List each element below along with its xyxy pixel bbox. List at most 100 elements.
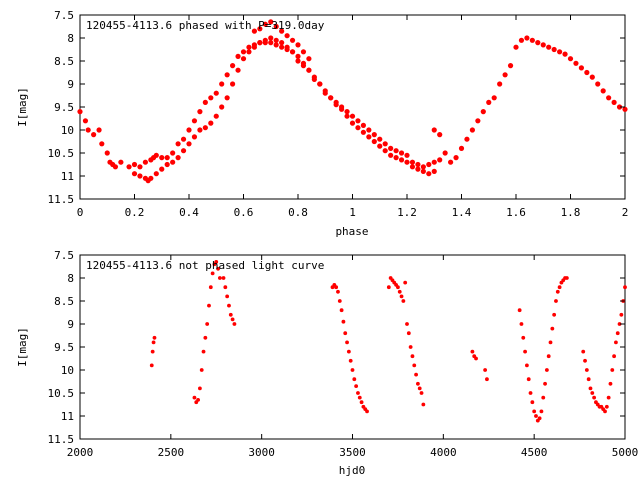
data-point-unphased xyxy=(532,409,537,414)
data-point-phased xyxy=(257,26,263,32)
y-tick-label: 10 xyxy=(61,124,74,137)
data-point-phased xyxy=(431,159,437,165)
data-point-unphased xyxy=(584,368,589,372)
data-point-unphased xyxy=(546,354,551,359)
data-point-phased xyxy=(578,65,585,71)
data-point-phased xyxy=(393,148,399,154)
data-point-phased xyxy=(344,113,350,119)
data-point-unphased xyxy=(537,416,542,421)
data-point-phased xyxy=(398,157,405,163)
data-point-phased xyxy=(431,127,437,133)
data-point-unphased xyxy=(421,402,426,407)
data-point-phased xyxy=(180,148,187,154)
y-tick-label: 8 xyxy=(67,32,74,45)
y-axis-ticks-unphased: 7.5 8 8.5 9 9.5 10 10.5 11 11.5 xyxy=(48,249,625,446)
data-point-phased xyxy=(611,99,617,105)
y-tick-label: 11 xyxy=(61,410,74,423)
data-point-phased xyxy=(208,120,214,126)
data-point-unphased xyxy=(334,285,339,290)
data-point-phased xyxy=(112,164,119,170)
data-point-phased xyxy=(393,155,399,161)
data-point-phased xyxy=(159,166,165,172)
data-point-phased xyxy=(442,150,448,156)
data-point-phased xyxy=(333,102,339,108)
data-point-phased xyxy=(273,37,279,43)
data-point-phased xyxy=(535,40,541,46)
data-point-unphased xyxy=(341,319,346,324)
data-point-unphased xyxy=(526,377,531,382)
data-point-phased xyxy=(398,150,405,156)
y-tick-label: 11.5 xyxy=(48,433,75,446)
data-point-unphased xyxy=(150,349,155,354)
data-point-phased xyxy=(295,53,301,60)
data-point-unphased xyxy=(405,322,409,326)
data-point-unphased xyxy=(214,260,219,264)
data-point-phased xyxy=(148,175,154,181)
x-tick-label: 1.2 xyxy=(397,206,417,219)
x-tick-label: 0.6 xyxy=(234,206,254,219)
data-point-unphased xyxy=(615,331,620,336)
data-point-unphased xyxy=(474,356,478,361)
data-point-phased xyxy=(213,113,219,119)
data-point-unphased xyxy=(548,340,553,345)
data-point-phased xyxy=(191,118,198,124)
data-point-phased xyxy=(546,44,552,50)
x-tick-label: 1.4 xyxy=(452,206,472,219)
data-point-unphased xyxy=(523,349,527,354)
data-point-unphased xyxy=(397,289,402,294)
data-point-unphased xyxy=(550,326,555,331)
y-tick-label: 11 xyxy=(61,170,74,183)
x-tick-label: 3500 xyxy=(339,446,366,459)
data-point-phased xyxy=(551,46,557,53)
data-point-phased xyxy=(257,40,263,46)
data-point-unphased xyxy=(208,285,213,290)
data-point-unphased xyxy=(357,395,362,400)
data-point-phased xyxy=(91,132,97,138)
data-point-unphased xyxy=(350,368,355,372)
data-point-phased xyxy=(557,49,563,55)
data-point-unphased xyxy=(201,349,206,354)
y-tick-label: 8 xyxy=(67,272,74,285)
y-tick-label: 9.5 xyxy=(54,101,74,114)
data-point-unphased xyxy=(348,358,353,363)
x-tick-label: 2 xyxy=(622,206,629,219)
data-point-phased xyxy=(197,109,203,115)
data-point-phased xyxy=(415,166,421,172)
data-point-phased xyxy=(284,33,290,39)
data-point-phased xyxy=(415,161,421,168)
data-point-phased xyxy=(153,152,159,158)
data-point-unphased xyxy=(221,276,226,280)
data-point-unphased xyxy=(227,303,231,308)
data-point-phased xyxy=(573,60,579,66)
data-point-unphased xyxy=(401,299,406,303)
data-point-unphased xyxy=(564,276,569,280)
data-point-unphased xyxy=(336,289,340,294)
data-point-unphased xyxy=(552,312,557,317)
data-point-unphased xyxy=(205,322,210,326)
data-point-unphased xyxy=(419,391,424,395)
data-point-phased xyxy=(437,132,443,138)
data-point-unphased xyxy=(623,285,627,290)
data-point-phased xyxy=(360,122,366,128)
data-point-phased xyxy=(235,67,241,73)
data-point-unphased xyxy=(196,398,200,402)
data-point-unphased xyxy=(581,349,586,354)
data-point-unphased xyxy=(603,409,607,414)
data-point-phased xyxy=(246,49,252,55)
data-point-phased xyxy=(371,132,377,138)
data-point-phased xyxy=(382,141,388,147)
data-point-phased xyxy=(219,104,225,110)
data-point-unphased xyxy=(583,358,587,363)
data-point-phased xyxy=(388,145,394,151)
data-point-phased xyxy=(420,168,426,174)
data-point-unphased xyxy=(483,368,488,372)
y-tick-label: 7.5 xyxy=(54,9,74,22)
x-tick-label: 4000 xyxy=(430,446,457,459)
data-point-phased xyxy=(186,141,192,147)
data-point-unphased xyxy=(359,400,364,405)
data-point-unphased xyxy=(399,294,404,299)
data-point-unphased xyxy=(386,285,391,290)
data-point-phased xyxy=(486,99,492,105)
data-point-phased xyxy=(186,127,192,133)
